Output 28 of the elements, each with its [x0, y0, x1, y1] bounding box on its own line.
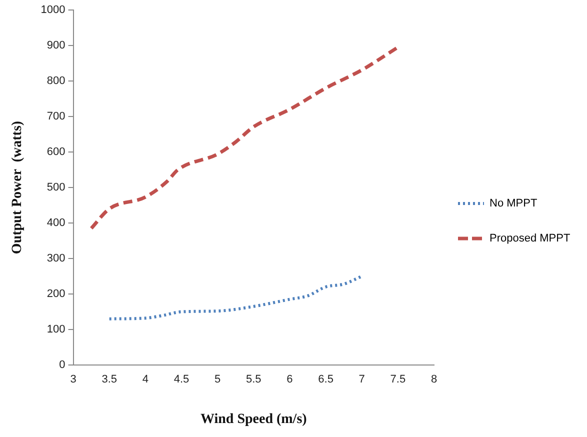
y-tick-label: 0	[59, 359, 66, 372]
y-tick-label: 500	[46, 182, 66, 194]
x-tick-label: 3.5	[102, 374, 117, 386]
y-tick-label: 700	[46, 110, 66, 123]
x-tick-label: 5.5	[246, 374, 262, 386]
legend-label: Proposed MPPT	[490, 232, 570, 245]
y-tick-label: 900	[46, 40, 66, 52]
y-tick-label: 600	[46, 146, 66, 158]
x-tick-label: 6	[286, 374, 293, 386]
y-tick-label: 800	[46, 75, 66, 88]
x-tick-label: 3	[70, 374, 76, 386]
x-tick-label: 7	[358, 374, 365, 386]
x-tick-label: 5	[214, 374, 221, 386]
x-tick-label: 4	[142, 374, 148, 386]
y-tick-label: 200	[46, 288, 66, 300]
y-tick-label: 400	[46, 217, 66, 230]
x-tick-label: 7.5	[390, 374, 406, 386]
y-tick-label: 100	[46, 324, 66, 336]
x-axis-title: Wind Speed (m/s)	[200, 412, 308, 428]
line-series	[90, 46, 400, 230]
y-tick-label: 1000	[40, 4, 66, 16]
x-tick-label: 4.5	[174, 374, 190, 386]
y-tick-label: 300	[46, 252, 66, 265]
y-axis-title: Output Power (watts)	[10, 120, 26, 254]
legend-label: No MPPT	[490, 198, 538, 210]
x-tick-label: 6.5	[318, 374, 334, 386]
line-series	[108, 274, 364, 320]
x-tick-label: 8	[430, 374, 438, 386]
